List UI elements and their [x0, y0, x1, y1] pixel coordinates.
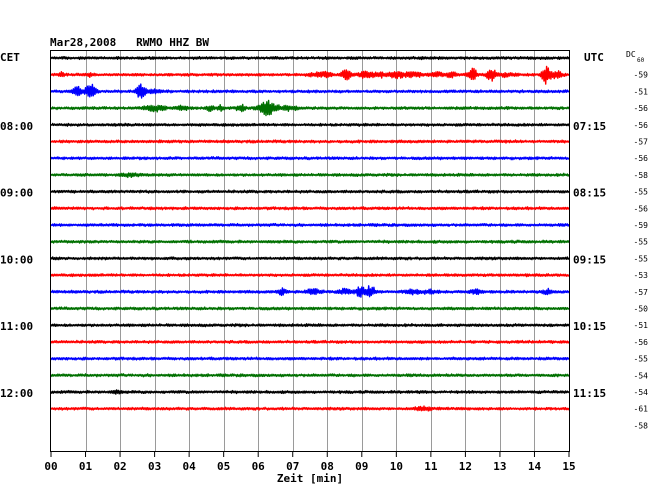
x-tick-label: 00 [44, 460, 57, 473]
dc-value-label: -55 [634, 188, 649, 197]
dc-value-label: -51 [634, 321, 649, 330]
left-hour-label: 10:00 [0, 253, 33, 266]
dc-header-sub: 60 [637, 57, 645, 64]
right-hour-label: 07:15 [573, 120, 606, 133]
left-hour-label: 12:00 [0, 387, 33, 400]
trace-line [50, 65, 570, 85]
dc-value-label: -50 [634, 305, 649, 314]
x-axis-label: Zeit [min] [277, 472, 343, 485]
x-tick-label: 07 [286, 460, 299, 473]
dc-offset-labels: -59 -51 -56 -56 -57 -56 -58 -55 -56 -59 -55 -55 -53 -… [634, 71, 649, 431]
dc-value-label: -58 [634, 171, 649, 180]
dc-value-label: -57 [634, 138, 649, 147]
x-tick-label: 12 [459, 460, 472, 473]
x-tick-label: 02 [113, 460, 126, 473]
left-hour-label: 09:00 [0, 187, 33, 200]
trace-line [50, 306, 570, 311]
trace-line [50, 239, 570, 244]
trace-line [50, 122, 570, 127]
trace-line [50, 373, 570, 378]
trace-line [50, 172, 570, 179]
x-tick-label: 06 [252, 460, 266, 473]
right-hour-label: 08:15 [573, 187, 606, 200]
dc-value-label: -53 [634, 271, 649, 280]
dc-value-label: -54 [634, 371, 649, 380]
trace-line [50, 339, 570, 344]
left-hour-label: 08:00 [0, 120, 33, 133]
trace-line [50, 189, 570, 194]
dc-value-label: -55 [634, 355, 649, 364]
x-tick-label: 11 [424, 460, 438, 473]
trace-line [50, 389, 570, 395]
dc-value-label: -57 [634, 288, 649, 297]
x-tick-label: 09 [355, 460, 368, 473]
right-hour-labels: 07:15 08:15 09:15 10:15 11:15 [573, 120, 606, 400]
plot-grid [86, 51, 535, 451]
dc-header: DC [626, 50, 636, 59]
trace-line [50, 206, 570, 211]
chart-title: Mar28,2008 RWMO HHZ BW [50, 36, 209, 49]
right-hour-label: 09:15 [573, 253, 606, 266]
trace-line [50, 99, 570, 117]
x-tick-labels: 00 01 02 03 04 05 06 07 08 09 10 11 12 13 14 15 [44, 451, 576, 473]
seismogram-traces [50, 55, 570, 412]
x-tick-label: 14 [528, 460, 542, 473]
trace-line [50, 323, 570, 328]
dc-value-label: -56 [634, 204, 649, 213]
dc-value-label: -51 [634, 87, 649, 96]
dc-value-label: -59 [634, 71, 649, 80]
x-tick-label: 10 [390, 460, 403, 473]
trace-line [50, 55, 570, 61]
right-hour-label: 10:15 [573, 320, 606, 333]
trace-line [50, 139, 570, 144]
dc-value-label: -61 [634, 405, 649, 414]
dc-value-label: -58 [634, 421, 649, 430]
x-tick-label: 08 [321, 460, 334, 473]
dc-value-label: -54 [634, 388, 649, 397]
dc-value-label: -55 [634, 254, 649, 263]
dc-value-label: -56 [634, 338, 649, 347]
trace-line [50, 256, 570, 261]
trace-line [50, 156, 570, 161]
right-axis-label: UTC [584, 51, 604, 64]
dc-value-label: -56 [634, 121, 649, 130]
left-hour-label: 11:00 [0, 320, 33, 333]
left-axis-label: CET [0, 51, 20, 64]
trace-line [50, 222, 570, 228]
dc-value-label: -59 [634, 221, 649, 230]
trace-line [50, 285, 570, 298]
x-tick-label: 01 [79, 460, 93, 473]
dc-value-label: -56 [634, 154, 649, 163]
x-tick-label: 15 [562, 460, 575, 473]
x-tick-label: 13 [493, 460, 506, 473]
trace-line [50, 356, 570, 361]
trace-line [50, 273, 570, 278]
dc-value-label: -55 [634, 238, 649, 247]
trace-line [50, 83, 570, 99]
trace-line [50, 405, 570, 412]
x-tick-label: 05 [217, 460, 230, 473]
plot-frame [50, 50, 570, 452]
left-hour-labels: 08:00 09:00 10:00 11:00 12:00 [0, 120, 33, 400]
x-tick-label: 03 [148, 460, 161, 473]
right-hour-label: 11:15 [573, 387, 606, 400]
dc-value-label: -56 [634, 104, 649, 113]
x-tick-label: 04 [183, 460, 197, 473]
